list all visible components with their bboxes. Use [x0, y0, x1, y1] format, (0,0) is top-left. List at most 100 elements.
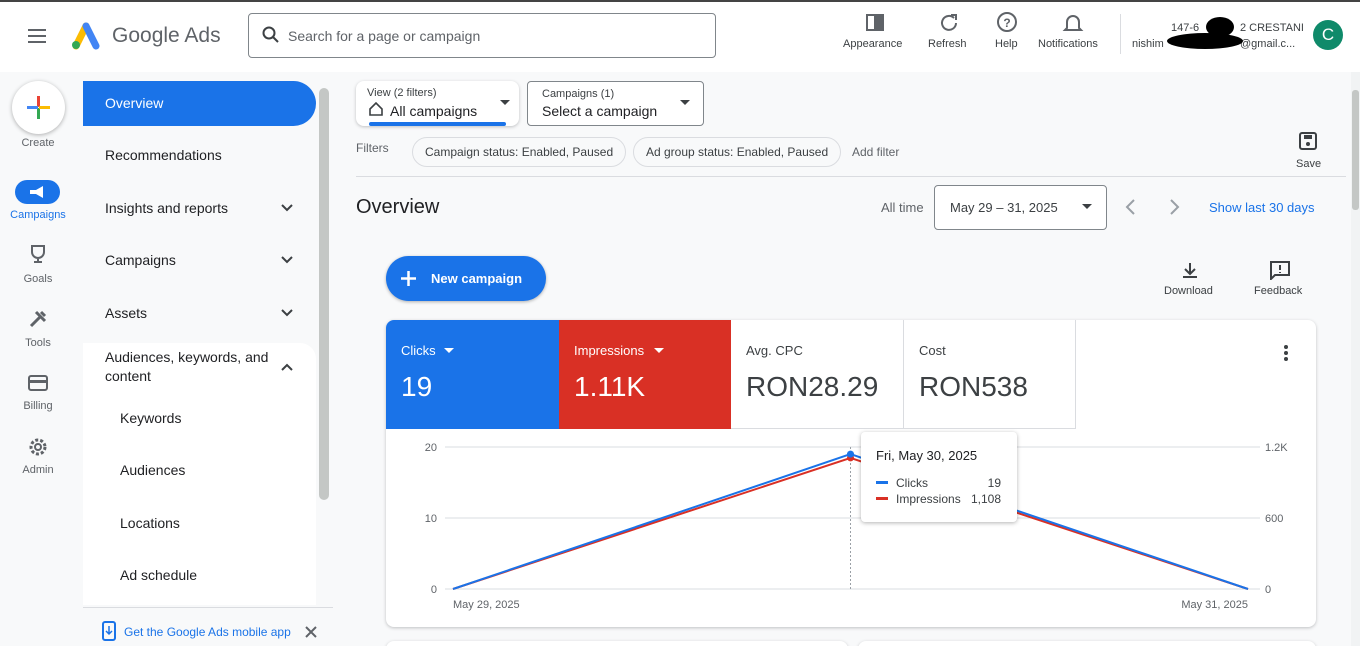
date-picker[interactable] — [934, 185, 1107, 230]
filter-chip[interactable]: Ad group status: Enabled, Paused — [633, 137, 842, 167]
nav-item[interactable]: Assets — [105, 305, 148, 321]
card — [386, 641, 848, 646]
page-scroll-thumb[interactable] — [1352, 90, 1359, 210]
rail-label[interactable]: Admin — [22, 464, 54, 476]
avatar[interactable]: C — [1313, 20, 1343, 50]
product-name: Google Ads — [112, 24, 221, 47]
divider — [356, 176, 1346, 177]
page-title: Overview — [356, 196, 440, 218]
y2-tick-label: 0 — [1265, 584, 1271, 596]
metric-tile[interactable] — [386, 320, 559, 429]
x-tick-label: May 31, 2025 — [1181, 599, 1248, 611]
metric-tile[interactable] — [904, 320, 1076, 429]
nav-item[interactable]: Recommendations — [105, 147, 222, 163]
tooltip-series: Impressions — [896, 492, 961, 506]
search-placeholder: Search for a page or campaign — [288, 28, 481, 44]
tools-icon — [29, 310, 47, 328]
action-label[interactable]: Help — [995, 38, 1018, 50]
x-tick-label: May 29, 2025 — [453, 599, 520, 611]
rail-label[interactable]: Create — [21, 137, 55, 149]
y-tick-label: 10 — [425, 513, 437, 525]
view-selector[interactable] — [356, 81, 519, 126]
metric-arrow — [654, 348, 664, 353]
metric-tile[interactable] — [559, 320, 731, 429]
refresh-icon — [941, 14, 957, 31]
metric-label: Avg. CPC — [746, 343, 803, 358]
action-label[interactable]: Refresh — [928, 38, 967, 50]
admin-icon — [29, 438, 47, 456]
rail-label[interactable]: Campaigns — [10, 209, 66, 221]
nav-item[interactable]: Campaigns — [105, 252, 176, 268]
tooltip-swatch — [876, 481, 888, 484]
feedback-label[interactable]: Feedback — [1254, 285, 1303, 297]
campaigns-icon — [30, 186, 43, 198]
dropdown-arrow — [680, 100, 690, 105]
create-icon — [27, 96, 50, 119]
nav-subitem[interactable]: Audiences — [120, 462, 186, 478]
y-tick-label: 20 — [425, 442, 437, 454]
rail-label[interactable]: Billing — [23, 400, 53, 412]
more-icon[interactable] — [1282, 344, 1290, 362]
y2-tick-label: 1.2K — [1265, 442, 1288, 454]
page-scrollbar[interactable] — [1351, 72, 1360, 646]
nav-active — [83, 81, 316, 126]
close-icon[interactable] — [305, 626, 317, 638]
svg-text:?: ? — [1003, 16, 1010, 30]
tooltip-title: Fri, May 30, 2025 — [876, 448, 978, 463]
nav-item[interactable]: Overview — [105, 95, 164, 111]
rail-label[interactable]: Tools — [25, 337, 51, 349]
redaction — [1167, 17, 1243, 49]
metric-tile[interactable] — [731, 320, 904, 429]
add-filter[interactable]: Add filter — [852, 145, 900, 159]
promo-link[interactable]: Get the Google Ads mobile app — [124, 625, 291, 639]
tooltip-value: 1,108 — [970, 492, 1001, 506]
nav-group — [83, 343, 316, 605]
view-value: All campaigns — [390, 103, 478, 119]
logo — [72, 22, 100, 50]
download-label[interactable]: Download — [1164, 285, 1213, 297]
search-box[interactable] — [248, 13, 716, 58]
plus-icon — [401, 271, 416, 286]
nav-subitem[interactable]: Keywords — [120, 410, 182, 426]
show-last-link[interactable]: Show last 30 days — [1209, 200, 1315, 215]
date-nav[interactable] — [1124, 199, 1194, 215]
tooltip-series: Clicks — [896, 476, 928, 490]
metric-value: RON538 — [919, 371, 1028, 402]
create-button[interactable] — [12, 81, 65, 134]
metric-label: Impressions — [574, 343, 645, 358]
download-icon — [1183, 263, 1197, 278]
filter-chip[interactable]: Campaign status: Enabled, Paused — [412, 137, 627, 167]
appearance-icon — [866, 14, 884, 31]
view-underline — [369, 122, 506, 126]
metric-arrow — [444, 348, 454, 353]
y2-tick-label: 600 — [1265, 513, 1283, 525]
nav-item[interactable]: Insights and reports — [105, 200, 228, 216]
metric-value: 1.11K — [574, 371, 646, 402]
tooltip — [861, 432, 1017, 522]
account-id: 147-6 — [1171, 22, 1200, 34]
scrollbar[interactable] — [319, 88, 329, 500]
chevrons — [281, 204, 293, 317]
metric-value: 19 — [401, 371, 433, 402]
notifications-icon — [1062, 15, 1084, 31]
nav-item[interactable]: Audiences, keywords, and content — [105, 349, 269, 384]
rail-label[interactable]: Goals — [23, 273, 53, 285]
metric-value: RON28.29 — [746, 371, 879, 402]
action-label[interactable]: Notifications — [1038, 38, 1098, 50]
menu-icon[interactable] — [28, 28, 48, 44]
divider — [1120, 14, 1121, 54]
campaigns-label: Campaigns (1) — [542, 88, 615, 100]
campaign-selector[interactable] — [527, 81, 704, 126]
phone-icon — [102, 621, 116, 641]
dropdown-arrow — [500, 100, 510, 105]
action-label[interactable]: Appearance — [843, 38, 903, 50]
nav-subitem[interactable]: Locations — [120, 515, 180, 531]
save-label[interactable]: Save — [1296, 158, 1322, 170]
metric-label: Cost — [919, 343, 946, 358]
divider — [83, 607, 333, 608]
goals-icon — [31, 245, 45, 263]
line-chart: 0 10 20 0 600 1.2K May 29, 2025 May 31, 2025 — [425, 442, 1289, 611]
nav-subitem[interactable]: Ad schedule — [120, 567, 198, 583]
